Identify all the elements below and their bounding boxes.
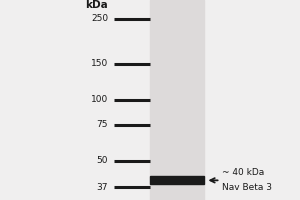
- Text: 37: 37: [97, 183, 108, 192]
- Text: 150: 150: [91, 59, 108, 68]
- Text: ~ 40 kDa: ~ 40 kDa: [222, 168, 264, 177]
- Text: 75: 75: [97, 120, 108, 129]
- Text: kDa: kDa: [85, 0, 108, 10]
- Text: 100: 100: [91, 95, 108, 104]
- Text: Nav Beta 3: Nav Beta 3: [222, 183, 272, 192]
- Text: 250: 250: [91, 14, 108, 23]
- Text: 50: 50: [97, 156, 108, 165]
- Bar: [150, 0, 204, 200]
- Bar: [150, 176, 204, 184]
